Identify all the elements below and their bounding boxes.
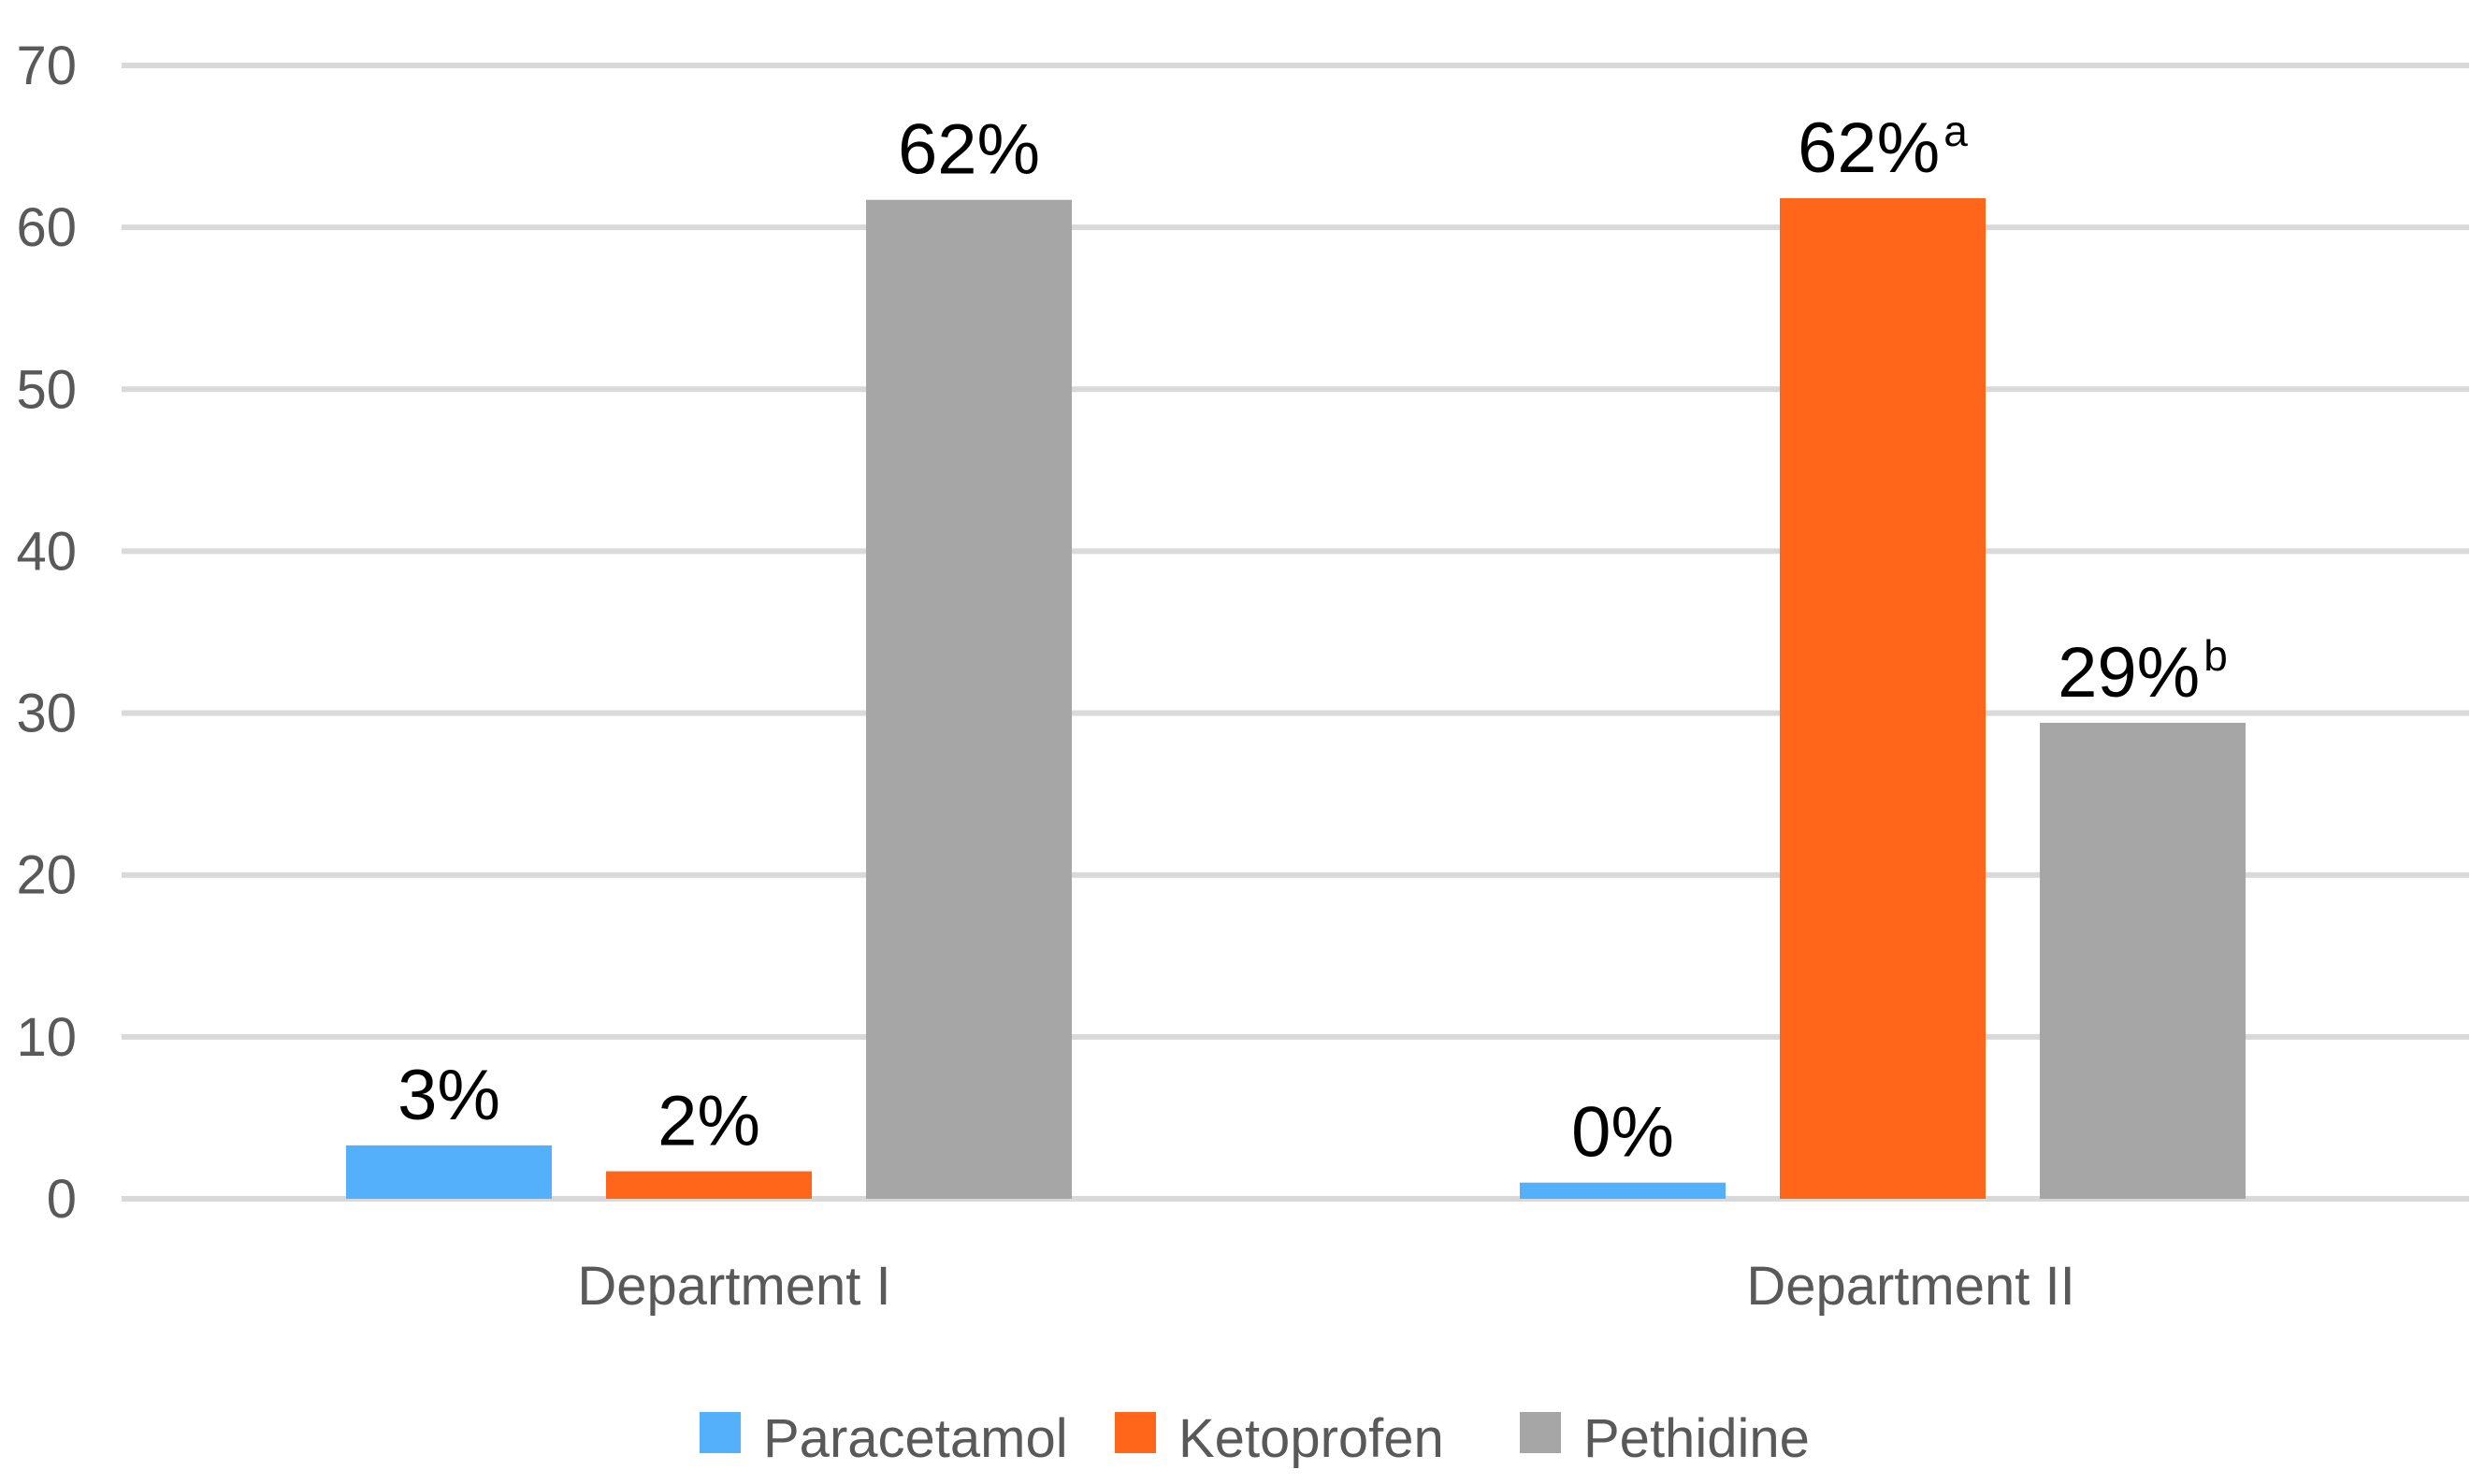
bar-pethidine-1 [866,199,1072,1199]
data-label: 62%a [1798,107,1968,188]
legend-item-pethidine: Pethidine [1520,1408,1810,1469]
y-tick-label: 30 [16,684,77,744]
y-tick-label: 0 [47,1169,77,1230]
data-labels: 3% 2%62%0%62%a29%b [397,107,2228,1173]
legend: Paracetamol Ketoprofen Pethidine [700,1408,1810,1469]
data-label-value: 3% [397,1056,500,1135]
legend-swatch [1520,1412,1561,1453]
bars [346,197,2246,1199]
legend-item-paracetamol: Paracetamol [700,1408,1068,1469]
y-tick-label: 10 [16,1007,77,1068]
y-tick-label: 60 [16,197,77,258]
data-label: 62% [898,110,1040,190]
y-tick-label: 50 [16,359,77,420]
category-label: Department II [1746,1256,2074,1317]
legend-label: Pethidine [1583,1408,1810,1469]
bar-ketoprofen-2 [1780,197,1986,1199]
bar-paracetamol-1 [346,1145,552,1199]
data-label-value: 62% [898,110,1040,190]
gridlines [122,63,2469,1202]
y-axis-tick-labels: 0 10 20 30 40 50 60 70 [16,36,77,1230]
y-tick-label: 20 [16,845,77,906]
legend-label: Paracetamol [763,1408,1068,1469]
data-label: 2% [657,1082,760,1161]
category-label: Department I [577,1256,890,1317]
x-axis-category-labels: Department I Department II [577,1256,2074,1317]
data-label-value: 2% [657,1082,760,1161]
y-tick-label: 40 [16,521,77,582]
data-label-value: 62% [1798,108,1940,188]
legend-swatch [700,1412,741,1453]
bar-paracetamol-2 [1520,1182,1726,1199]
legend-item-ketoprofen: Ketoprofen [1115,1408,1444,1469]
data-label: 29%b [2058,631,2228,713]
data-label-superscript: a [1943,107,1968,155]
bar-pethidine-2 [2040,722,2246,1199]
data-label: 0% [1571,1093,1674,1173]
legend-swatch [1115,1412,1156,1453]
data-label-superscript: b [2203,631,2228,680]
data-label-value: 29% [2058,633,2200,713]
legend-label: Ketoprofen [1178,1408,1444,1469]
data-label: 3% [397,1056,500,1135]
y-tick-label: 70 [16,36,77,96]
bar-ketoprofen-1 [606,1171,812,1199]
data-label-value: 0% [1571,1093,1674,1173]
